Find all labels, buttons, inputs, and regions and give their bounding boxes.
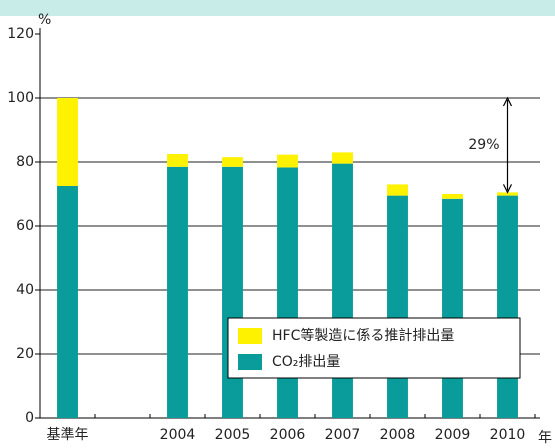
- y-tick-label: 80: [16, 154, 34, 170]
- x-tick-label: 2009: [435, 427, 471, 443]
- bar-segment: [57, 98, 78, 186]
- x-tick-label: 2005: [215, 427, 251, 443]
- y-tick-label: 60: [16, 218, 34, 234]
- x-tick-label: 基準年: [47, 426, 89, 443]
- x-tick-label: 2008: [380, 427, 416, 443]
- legend-label: CO₂排出量: [272, 354, 340, 370]
- bar-segment: [442, 198, 463, 418]
- legend-swatch: [238, 328, 262, 344]
- bar-segment: [167, 154, 188, 167]
- x-tick-label: 2004: [160, 427, 196, 443]
- bar-segment: [332, 163, 353, 418]
- header-band: [0, 0, 555, 16]
- y-axis-label: %: [38, 12, 51, 28]
- arrow-head: [502, 96, 513, 107]
- bar-segment: [332, 152, 353, 164]
- x-tick-label: 2006: [270, 427, 306, 443]
- bar-segment: [57, 186, 78, 418]
- x-tick-label: 2010: [490, 427, 526, 443]
- bar-segment: [277, 167, 298, 418]
- y-tick-label: 0: [25, 410, 34, 426]
- bar-segment: [442, 194, 463, 199]
- y-tick-label: 100: [7, 90, 34, 106]
- legend: HFC等製造に係る推計排出量 CO₂排出量: [227, 317, 521, 379]
- bar-segment: [387, 184, 408, 196]
- bar-segment: [497, 192, 518, 196]
- y-tick-label: 20: [16, 346, 34, 362]
- legend-box: [227, 317, 521, 379]
- x-tick-label: 2007: [325, 427, 361, 443]
- x-axis-label: 年: [538, 430, 552, 446]
- bar-segment: [222, 157, 243, 167]
- bar-segment: [277, 154, 298, 168]
- legend-label: HFC等製造に係る推計排出量: [272, 327, 454, 344]
- bar-segment: [222, 166, 243, 418]
- bar-segment: [497, 195, 518, 418]
- annotation: 29%: [468, 137, 499, 153]
- y-tick-label: 120: [7, 26, 34, 42]
- legend-swatch: [238, 354, 262, 370]
- bar-segment: [387, 195, 408, 418]
- y-tick-label: 40: [16, 282, 34, 298]
- bar-segment: [167, 166, 188, 418]
- arrow-head: [502, 184, 513, 194]
